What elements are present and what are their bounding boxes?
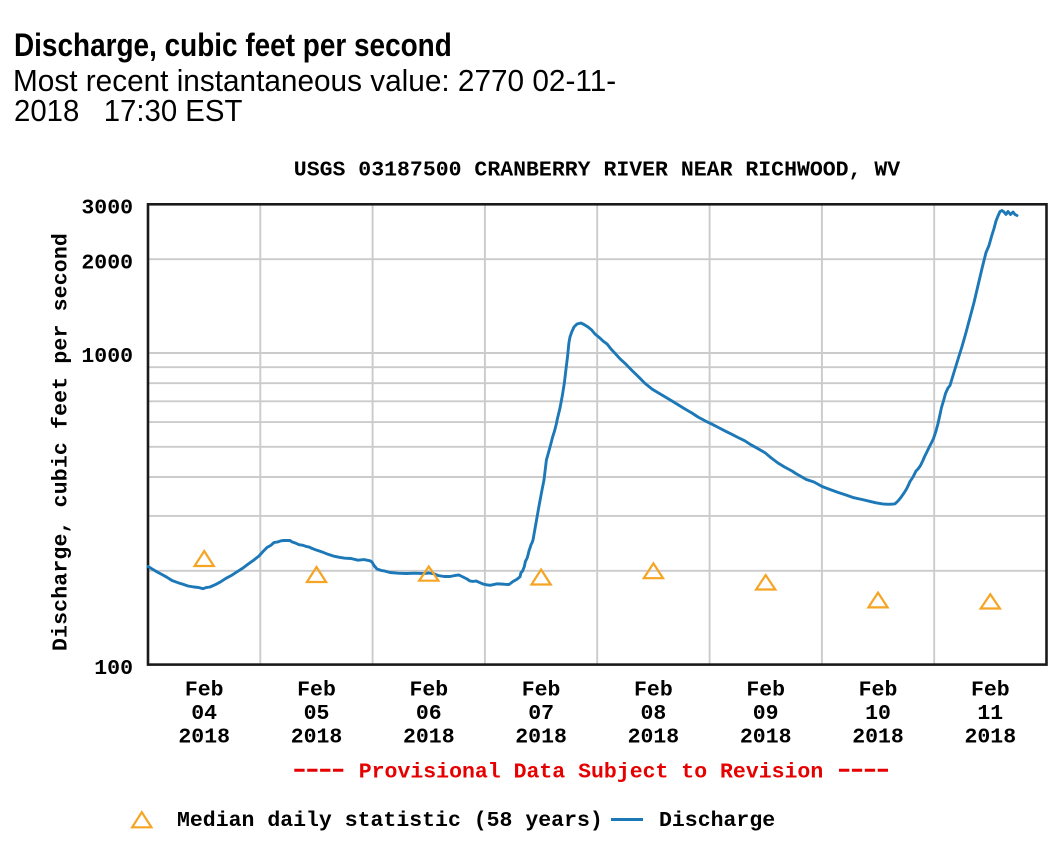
svg-text:Discharge: Discharge bbox=[659, 809, 775, 833]
svg-text:Feb: Feb bbox=[859, 679, 898, 703]
svg-text:Feb: Feb bbox=[185, 679, 224, 703]
svg-text:Median daily statistic (58 yea: Median daily statistic (58 years) bbox=[177, 809, 603, 833]
svg-text:Feb: Feb bbox=[297, 679, 336, 703]
svg-text:2018: 2018 bbox=[964, 726, 1016, 750]
svg-text:10: 10 bbox=[865, 702, 891, 726]
svg-text:06: 06 bbox=[416, 702, 442, 726]
svg-text:Discharge, cubic feet per seco: Discharge, cubic feet per second bbox=[50, 233, 74, 651]
svg-text:11: 11 bbox=[977, 702, 1003, 726]
svg-text:Feb: Feb bbox=[634, 679, 673, 703]
svg-text:2018: 2018 bbox=[403, 726, 455, 750]
svg-text:Feb: Feb bbox=[746, 679, 785, 703]
svg-text:04: 04 bbox=[191, 702, 217, 726]
svg-text:2018: 2018 bbox=[628, 726, 680, 750]
svg-text:05: 05 bbox=[304, 702, 330, 726]
svg-text:08: 08 bbox=[640, 702, 666, 726]
svg-text:2018: 2018 bbox=[852, 726, 904, 750]
svg-text:2018: 2018 bbox=[515, 726, 567, 750]
svg-text:Feb: Feb bbox=[522, 679, 561, 703]
svg-text:09: 09 bbox=[753, 702, 779, 726]
svg-text:07: 07 bbox=[528, 702, 554, 726]
svg-text:1000: 1000 bbox=[81, 345, 133, 369]
svg-text:100: 100 bbox=[94, 657, 133, 681]
svg-text:USGS 03187500 CRANBERRY RIVER: USGS 03187500 CRANBERRY RIVER NEAR RICHW… bbox=[294, 158, 900, 182]
svg-text:2018: 2018 bbox=[178, 726, 230, 750]
svg-text:Feb: Feb bbox=[409, 679, 448, 703]
svg-text:2018: 2018 bbox=[291, 726, 343, 750]
svg-text:Feb: Feb bbox=[971, 679, 1010, 703]
svg-text:2018: 2018 bbox=[740, 726, 792, 750]
svg-text:2000: 2000 bbox=[81, 251, 133, 275]
svg-text:Provisional Data Subject to Re: Provisional Data Subject to Revision bbox=[359, 761, 823, 785]
svg-text:3000: 3000 bbox=[81, 197, 133, 221]
